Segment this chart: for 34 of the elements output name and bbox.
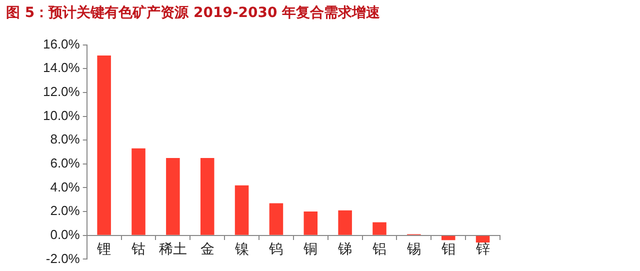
y-tick-label: 14.0%	[42, 60, 80, 76]
bar	[166, 158, 180, 235]
x-tick-label: 钨	[268, 241, 284, 258]
x-tick-label: 铜	[302, 241, 318, 258]
bar	[441, 236, 456, 240]
y-tick-label: 12.0%	[42, 84, 80, 100]
x-tick-label: 锑	[337, 241, 352, 258]
bar	[476, 236, 490, 243]
x-tick-label: 锡	[406, 241, 421, 258]
x-tick-label: 钼	[440, 241, 456, 258]
bar	[234, 185, 249, 235]
y-tick-label: 2.0%	[50, 203, 80, 218]
x-tick-label: 钴	[130, 241, 146, 258]
bar	[200, 158, 214, 235]
bar	[372, 222, 386, 235]
x-tick-label: 铝	[372, 241, 386, 258]
x-tick-label: 稀土	[158, 241, 187, 258]
bar	[269, 203, 284, 235]
y-tick-label: 10.0%	[42, 108, 80, 123]
y-tick-label: 4.0%	[50, 179, 80, 194]
x-tick-label: 锌	[474, 241, 490, 258]
x-tick-label: 锂	[96, 241, 112, 258]
x-tick-label: 镍	[234, 241, 249, 258]
bar	[132, 148, 146, 235]
bar	[304, 212, 318, 235]
bar	[97, 56, 111, 235]
bar	[338, 210, 352, 235]
y-tick-label: 0.0%	[50, 226, 80, 242]
chart-title: 图 5：预计关键有色矿产资源 2019-2030 年复合需求增速	[6, 4, 380, 22]
y-tick-label: 16.0%	[42, 36, 80, 52]
y-tick-label: 6.0%	[50, 155, 80, 170]
y-tick-label: -2.0%	[46, 250, 80, 266]
x-tick-label: 金	[200, 241, 214, 258]
y-tick-label: 8.0%	[50, 132, 80, 147]
